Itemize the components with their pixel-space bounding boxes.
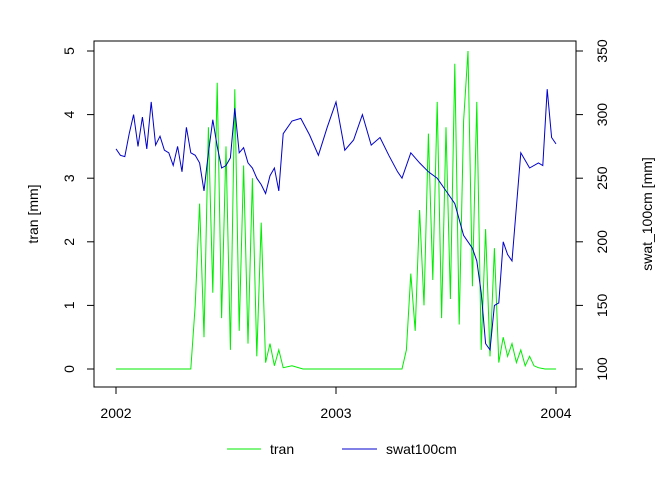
y-left-tick-label: 0	[61, 365, 77, 373]
series-line-swat100cm	[115, 89, 557, 352]
y-left-tick-label: 1	[61, 301, 77, 309]
y-right-tick-label: 350	[594, 39, 610, 63]
y-axis-left-label: tran [mm]	[25, 184, 41, 243]
y-axis-right-label: swat_100cm [mm]	[639, 157, 655, 271]
y-left-tick-label: 3	[61, 174, 77, 182]
legend: tran swat100cm	[227, 441, 457, 457]
x-tick-label: 2003	[320, 405, 351, 421]
y-right-tick-label: 200	[594, 230, 610, 254]
y-right-tick-label: 300	[594, 103, 610, 127]
y-left-tick-label: 4	[61, 110, 77, 118]
y-right-tick-label: 250	[594, 166, 610, 190]
series-layer	[115, 50, 557, 370]
y-right-tick-label: 150	[594, 294, 610, 318]
legend-label-tran: tran	[270, 441, 294, 457]
plot-frame	[93, 40, 577, 388]
y-left-tick-label: 2	[61, 238, 77, 246]
y-right-tick-label: 100	[594, 357, 610, 381]
x-tick-label: 2004	[540, 405, 571, 421]
axis-layer: 2002 2003 2004 0 1 2 3 4 5 100 150 200 250 300 350	[61, 39, 610, 421]
series-line-tran	[116, 50, 556, 370]
legend-label-swat100cm: swat100cm	[386, 441, 457, 457]
y-left-tick-label: 5	[61, 47, 77, 55]
x-tick-label: 2002	[100, 405, 131, 421]
